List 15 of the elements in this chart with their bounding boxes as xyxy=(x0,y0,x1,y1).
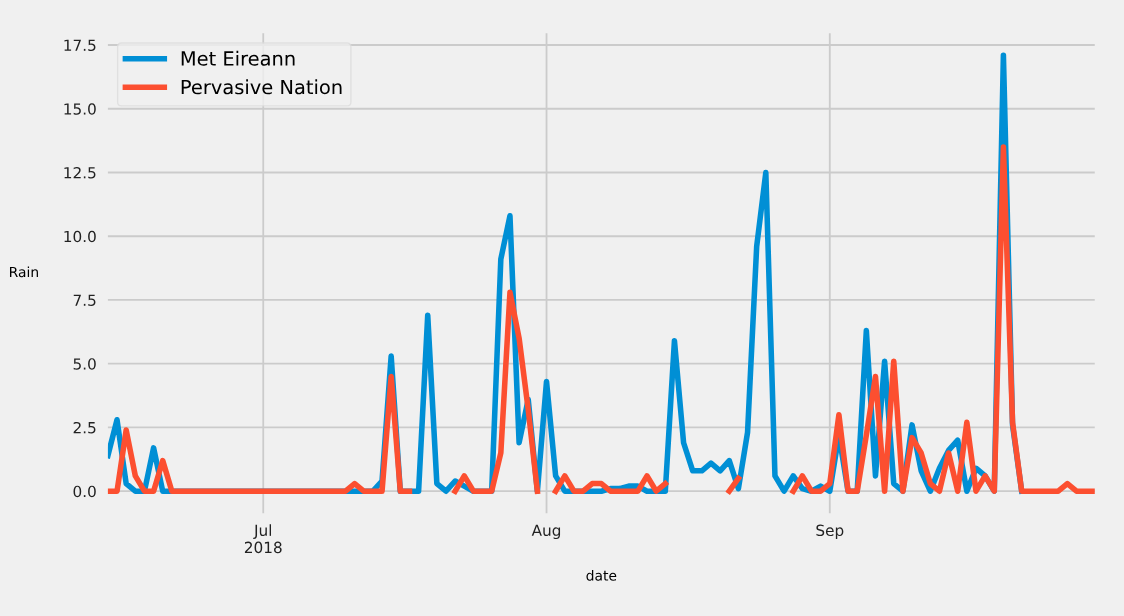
x-tick-label: Sep xyxy=(816,524,844,540)
x-tick-label: Aug xyxy=(531,524,561,540)
y-tick-label: 10.0 xyxy=(64,230,96,243)
y-axis-title: Rain xyxy=(9,266,38,278)
y-tick-label: 0.0 xyxy=(73,485,96,498)
y-tick-label: 5.0 xyxy=(73,358,96,370)
legend-label: Pervasive Nation xyxy=(181,79,342,95)
y-tick-label: 17.5 xyxy=(64,39,96,52)
y-tick-label: 2.5 xyxy=(73,421,96,434)
y-tick-label: 7.5 xyxy=(73,294,96,306)
x-tick-label: Jul 2018 xyxy=(244,524,282,554)
legend-label: Met Eireann xyxy=(181,50,295,66)
y-tick-label: 15.0 xyxy=(64,103,96,115)
x-axis-title: date xyxy=(586,570,617,581)
y-tick-label: 12.5 xyxy=(64,166,96,179)
